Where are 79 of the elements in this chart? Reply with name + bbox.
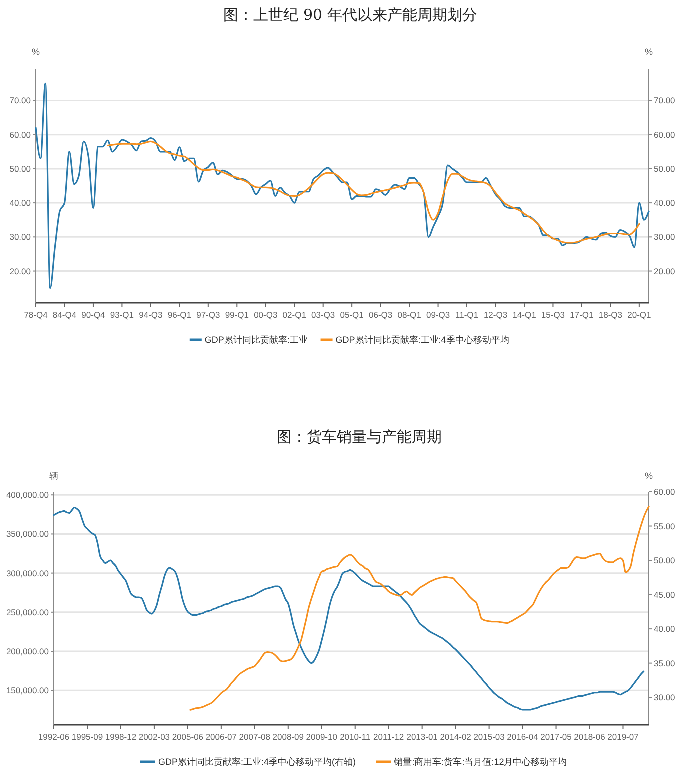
x-tick-label: 78-Q4 — [24, 310, 48, 320]
x-tick-label: 2007-08 — [239, 732, 271, 742]
x-tick-label: 93-Q1 — [110, 310, 134, 320]
y2-tick-label: 20.00 — [654, 266, 676, 276]
x-tick-label: 2009-10 — [306, 732, 338, 742]
legend-label: GDP累计同比贡献率:工业 — [204, 335, 308, 345]
x-tick-label: 2010-11 — [340, 732, 371, 742]
x-tick-label: 12-Q3 — [484, 310, 508, 320]
y-tick-label: 200,000.00 — [6, 646, 50, 657]
y2-tick-label: 35.00 — [654, 658, 676, 668]
chart-title: 图：上世纪 90 年代以来产能周期划分 — [224, 6, 478, 24]
y2-tick-label: 50.00 — [654, 556, 676, 566]
line-series — [190, 506, 650, 711]
x-tick-label: 08-Q1 — [398, 310, 422, 320]
x-tick-label: 84-Q4 — [52, 310, 77, 320]
x-tick-label: 2017-05 — [540, 732, 572, 742]
x-tick-label: 1998-12 — [105, 732, 137, 742]
line-series — [107, 140, 640, 244]
x-tick-label: 00-Q3 — [254, 310, 278, 320]
line-series — [35, 82, 650, 290]
x-tick-label: 05-Q1 — [340, 310, 364, 320]
y2-axis-title: % — [644, 471, 654, 481]
y2-tick-label: 30.00 — [654, 232, 676, 242]
x-tick-label: 2005-06 — [172, 732, 204, 742]
x-tick-label: 2018-06 — [574, 732, 606, 742]
x-tick-label: 15-Q3 — [541, 310, 566, 320]
x-tick-label: 2002-03 — [138, 732, 170, 742]
x-tick-label: 90-Q4 — [82, 310, 106, 320]
y2-axis-title: % — [644, 47, 654, 57]
y2-tick-label: 40.00 — [654, 624, 676, 634]
y-axis-title: 辆 — [50, 471, 58, 481]
y-tick-label: 300,000.00 — [6, 568, 50, 578]
y2-tick-label: 60.00 — [654, 130, 676, 140]
chart-title: 图：货车销量与产能周期 — [277, 428, 442, 446]
x-tick-label: 2006-07 — [206, 732, 238, 742]
y2-tick-label: 50.00 — [654, 164, 676, 174]
legend-label: 销量:商用车:货车:当月值:12月中心移动平均 — [393, 757, 568, 767]
y-tick-label: 20.00 — [10, 266, 32, 276]
y-tick-label: 400,000.00 — [6, 490, 50, 500]
y-axis-title: % — [32, 47, 40, 57]
y-tick-label: 40.00 — [10, 198, 32, 208]
x-tick-label: 02-Q1 — [282, 310, 307, 320]
line-series — [53, 506, 645, 711]
y-tick-label: 60.00 — [10, 130, 32, 140]
y2-tick-label: 45.00 — [654, 590, 676, 600]
x-tick-label: 14-Q1 — [512, 310, 537, 320]
x-tick-label: 2013-01 — [406, 732, 438, 742]
x-tick-label: 99-Q1 — [225, 310, 250, 320]
x-tick-label: 1992-06 — [38, 732, 70, 742]
y2-tick-label: 55.00 — [654, 521, 676, 532]
y2-tick-label: 30.00 — [654, 692, 676, 703]
x-tick-label: 18-Q3 — [598, 310, 623, 320]
x-tick-label: 1995-09 — [72, 732, 104, 742]
y-tick-label: 50.00 — [10, 164, 32, 174]
x-tick-label: 09-Q3 — [426, 310, 450, 320]
y2-tick-label: 40.00 — [654, 198, 676, 208]
x-tick-label: 2008-09 — [272, 732, 304, 742]
x-tick-label: 2011-12 — [374, 732, 404, 742]
x-tick-label: 96-Q1 — [168, 310, 192, 320]
y-tick-label: 250,000.00 — [6, 607, 50, 618]
x-tick-label: 2014-02 — [440, 732, 472, 742]
y-tick-label: 350,000.00 — [6, 529, 50, 540]
x-tick-label: 20-Q1 — [628, 310, 652, 320]
x-tick-label: 03-Q3 — [312, 310, 336, 320]
x-tick-label: 97-Q3 — [196, 310, 220, 320]
x-tick-label: 94-Q3 — [139, 310, 164, 320]
y2-tick-label: 70.00 — [654, 96, 676, 106]
legend-label: GDP累计同比贡献率:工业:4季中心移动平均(右轴) — [158, 757, 356, 767]
x-tick-label: 06-Q3 — [369, 310, 393, 320]
x-tick-label: 2015-03 — [474, 732, 506, 742]
x-tick-label: 17-Q1 — [570, 310, 594, 320]
x-tick-label: 2019-07 — [608, 732, 640, 742]
x-tick-label: 2016-04 — [507, 732, 539, 742]
legend-label: GDP累计同比贡献率:工业:4季中心移动平均 — [336, 335, 510, 345]
y-tick-label: 70.00 — [10, 96, 32, 106]
x-tick-label: 11-Q1 — [456, 310, 479, 320]
y2-tick-label: 60.00 — [654, 487, 676, 497]
y-tick-label: 30.00 — [10, 232, 32, 242]
y-tick-label: 150,000.00 — [6, 686, 50, 696]
